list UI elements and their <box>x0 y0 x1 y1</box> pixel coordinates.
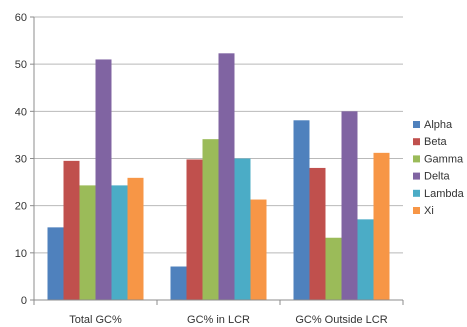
bar-delta-2 <box>341 111 358 300</box>
legend-swatch-delta <box>413 172 420 180</box>
bar-gamma-0 <box>79 185 96 300</box>
y-tick-label: 50 <box>15 59 27 71</box>
legend-label-beta: Beta <box>424 136 448 148</box>
x-category-label: Total GC% <box>69 314 122 326</box>
bar-beta-2 <box>309 167 326 300</box>
bar-beta-1 <box>186 159 203 300</box>
bar-delta-0 <box>95 59 112 301</box>
y-tick-label: 40 <box>15 106 27 118</box>
y-tick-label: 30 <box>15 154 27 166</box>
legend: Alpha Beta Gamma Delta Lambda Xi <box>413 119 465 217</box>
bar-xi-1 <box>250 199 267 300</box>
x-axis: Total GC% GC% in LCR GC% Outside LCR <box>33 299 404 326</box>
bar-lambda-1 <box>234 158 251 300</box>
y-tick-label: 20 <box>15 201 27 213</box>
legend-swatch-beta <box>413 138 420 146</box>
bar-beta-0 <box>63 160 80 300</box>
legend-swatch-lambda <box>413 189 420 197</box>
y-tick-label: 0 <box>21 295 27 307</box>
bar-xi-0 <box>127 177 144 300</box>
bar-xi-2 <box>373 152 390 300</box>
y-tick-label: 60 <box>15 12 27 24</box>
x-category-label: GC% Outside LCR <box>295 314 387 326</box>
bar-alpha-2 <box>293 120 310 300</box>
y-tick-label: 10 <box>15 248 27 260</box>
legend-swatch-alpha <box>413 121 420 128</box>
legend-swatch-gamma <box>413 155 420 163</box>
bar-gamma-2 <box>325 237 342 300</box>
x-category-label: GC% in LCR <box>187 314 250 326</box>
legend-label-delta: Delta <box>424 171 451 183</box>
bar-lambda-0 <box>111 185 128 300</box>
bar-alpha-0 <box>47 227 64 300</box>
bar-gamma-1 <box>202 139 219 300</box>
bar-alpha-1 <box>170 266 187 300</box>
bar-delta-1 <box>218 53 235 301</box>
legend-label-gamma: Gamma <box>424 153 464 165</box>
bars <box>47 53 390 301</box>
legend-label-alpha: Alpha <box>424 119 453 131</box>
bar-lambda-2 <box>357 219 374 300</box>
legend-swatch-xi <box>413 207 420 214</box>
legend-label-xi: Xi <box>424 205 434 217</box>
legend-label-lambda: Lambda <box>424 188 465 200</box>
y-axis-ticks: 0 10 20 30 40 50 60 <box>15 12 35 307</box>
